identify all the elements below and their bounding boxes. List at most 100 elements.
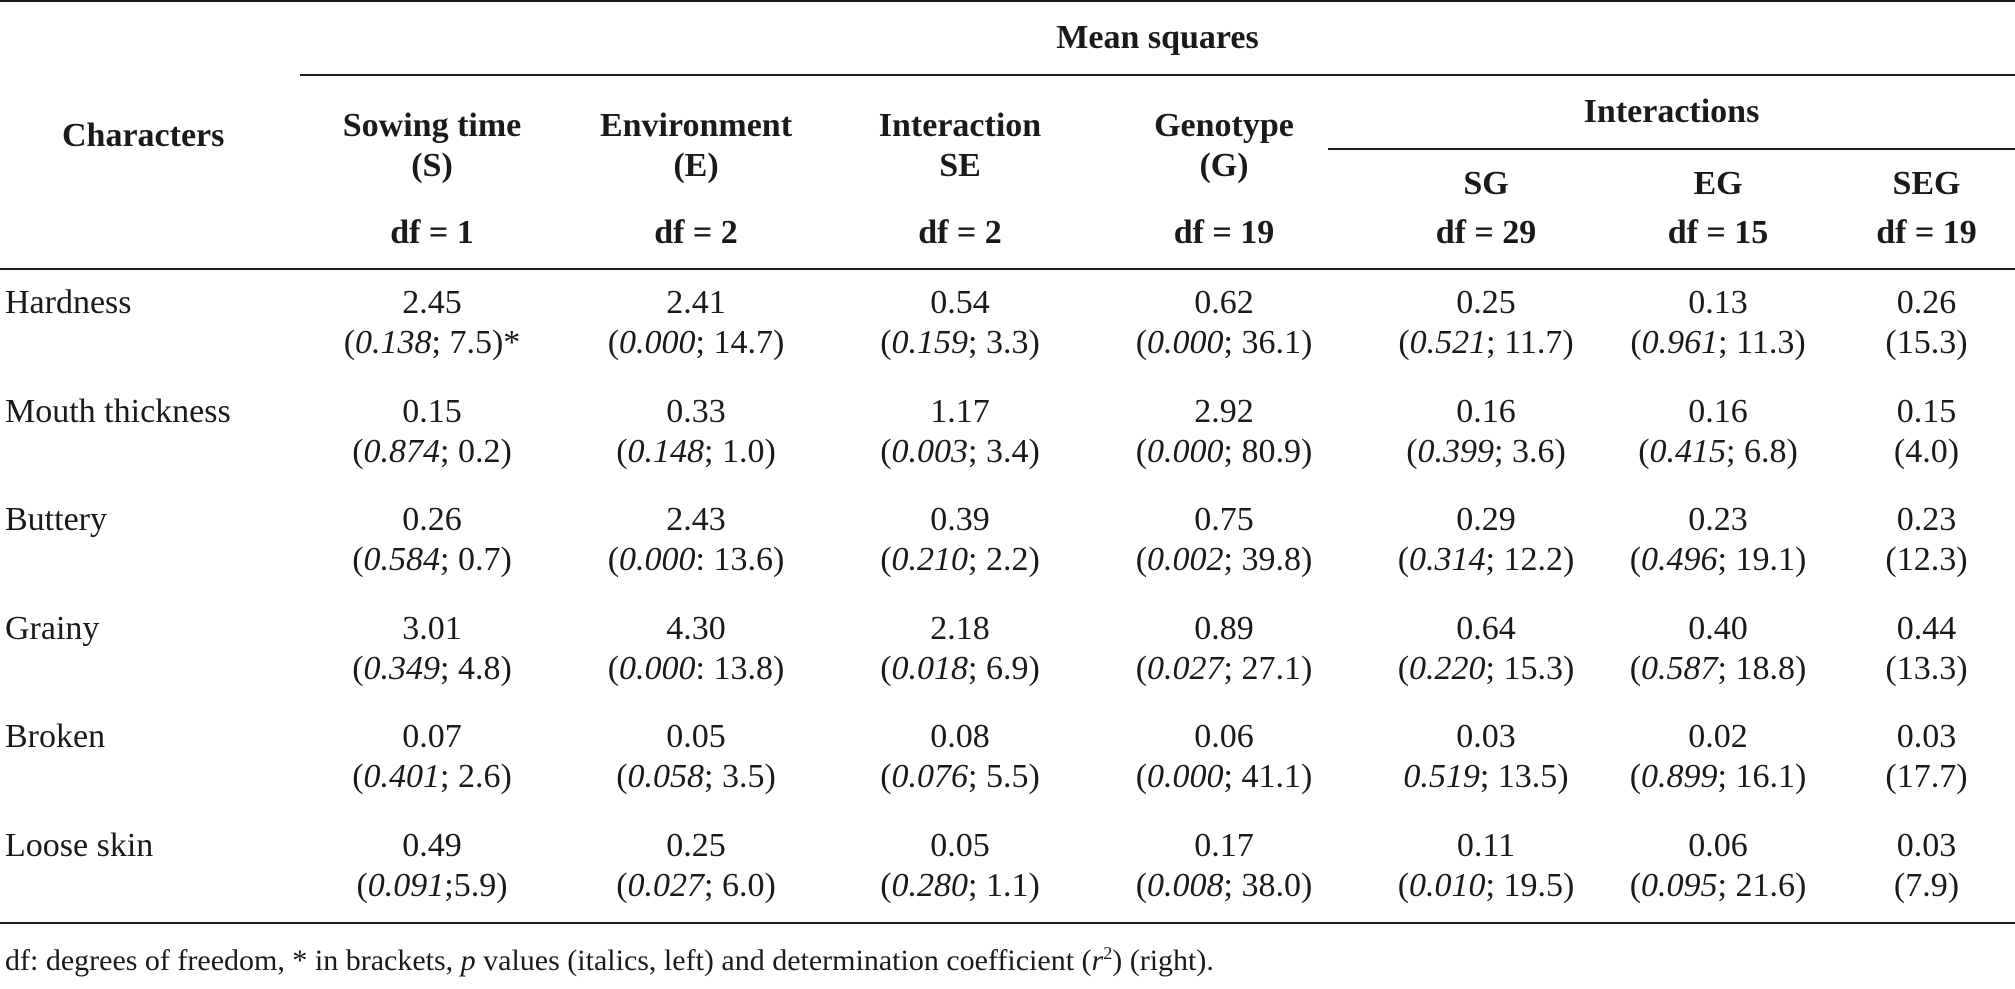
cell-stats: (0.399; 3.6) [1368, 432, 1604, 472]
cell-stats: (0.587; 18.8) [1612, 649, 1824, 689]
cell-r2-value: (12.3) [1885, 541, 1968, 578]
cell-open-bracket: ( [616, 758, 628, 795]
cell-r2-value: ; 11.3) [1718, 324, 1806, 361]
cell-p-value: 0.000 [1147, 324, 1224, 361]
cell-r2-value: ; 3.4) [968, 433, 1040, 470]
cell-mean-square: 0.75 [1194, 501, 1254, 538]
col-header-subtitle: (E) [673, 147, 719, 184]
cell-open-bracket: ( [607, 324, 620, 361]
cell-p-value: 0.000 [1147, 433, 1224, 470]
cell-mean-square: 0.40 [1688, 610, 1748, 647]
cell-p-value: 0.314 [1409, 541, 1486, 578]
cell-mean-square: 0.16 [1456, 393, 1516, 430]
cell-open-bracket: ( [356, 867, 368, 904]
row-label: Grainy [5, 610, 100, 647]
col-header-sg: SG [1463, 165, 1509, 202]
cell-r2-value: (17.7) [1885, 758, 1968, 795]
cell-mean-square: 1.17 [930, 393, 990, 430]
cell-mean-square: 2.43 [666, 501, 726, 538]
cell-mean-square: 3.01 [402, 610, 462, 647]
cell-r2-value: ; 7.5)* [431, 324, 521, 361]
cell-stats: (0.000; 14.7) [564, 323, 828, 363]
cell-p-value: 0.349 [363, 650, 441, 687]
cell-stats: (0.961; 11.3) [1612, 323, 1824, 363]
cell-r2-value: ; 1.0) [704, 433, 776, 470]
cell-open-bracket: ( [1629, 867, 1642, 904]
cell-stats: (0.401; 2.6) [300, 757, 564, 797]
interactions-rule [1328, 148, 2015, 150]
table-footnote: df: degrees of freedom, * in brackets, p… [5, 943, 1214, 979]
cell-mean-square: 0.23 [1688, 501, 1748, 538]
cell-r2-value: ; 2.6) [440, 758, 512, 795]
df-sg: df = 29 [1435, 214, 1537, 251]
cell-r2-value: ; 6.9) [968, 650, 1040, 687]
cell-r2-value: ; 19.1) [1717, 541, 1807, 578]
footnote-p-symbol: p [460, 944, 476, 977]
cell-mean-square: 0.26 [402, 501, 462, 538]
cell-stats: (0.010; 19.5) [1368, 866, 1604, 906]
cell-r2-value: ; 15.3) [1485, 650, 1575, 687]
cell-open-bracket: ( [1630, 324, 1642, 361]
cell-stats: (0.874; 0.2) [300, 432, 564, 472]
cell-stats: (0.027; 6.0) [564, 866, 828, 906]
cell-r2-value: ; 4.8) [440, 650, 512, 687]
cell-open-bracket: ( [1135, 324, 1148, 361]
cell-mean-square: 0.54 [930, 284, 990, 321]
cell-mean-square: 0.26 [1896, 284, 1957, 321]
cell-open-bracket: ( [352, 650, 364, 687]
cell-stats: (15.3) [1838, 323, 2015, 363]
cell-open-bracket: ( [607, 650, 620, 687]
cell-r2-value: ; 6.0) [704, 867, 776, 904]
cell-p-value: 0.000 [619, 541, 696, 578]
cell-stats: (0.415; 6.8) [1612, 432, 1824, 472]
footnote-text: values (italics, left) and determination… [475, 944, 1092, 977]
cell-mean-square: 0.03 [1896, 718, 1957, 755]
df-interaction-se: df = 2 [918, 214, 1002, 251]
cell-open-bracket: ( [616, 867, 628, 904]
cell-mean-square: 0.13 [1688, 284, 1748, 321]
row-label: Buttery [5, 501, 107, 538]
cell-stats: (0.000; 80.9) [1092, 432, 1356, 472]
cell-r2-value: ; 19.5) [1485, 867, 1575, 904]
cell-stats: (0.018; 6.9) [828, 649, 1092, 689]
cell-mean-square: 0.25 [1456, 284, 1516, 321]
cell-r2-value: ; 36.1) [1223, 324, 1313, 361]
cell-open-bracket: ( [1638, 433, 1650, 470]
cell-p-value: 0.519 [1403, 758, 1480, 795]
cell-stats: (0.000; 36.1) [1092, 323, 1356, 363]
cell-stats: (0.008; 38.0) [1092, 866, 1356, 906]
cell-p-value: 0.000 [1147, 758, 1224, 795]
cell-stats: (17.7) [1838, 757, 2015, 797]
cell-mean-square: 2.92 [1194, 393, 1254, 430]
row-label: Loose skin [5, 827, 154, 864]
cell-r2-value: ; 18.8) [1717, 650, 1807, 687]
cell-r2-value: ; 1.1) [968, 867, 1040, 904]
cell-mean-square: 0.08 [930, 718, 990, 755]
col-header-eg: EG [1693, 165, 1743, 202]
mean-squares-header: Mean squares [1056, 19, 1259, 56]
cell-open-bracket: ( [880, 650, 892, 687]
cell-stats: (0.210; 2.2) [828, 540, 1092, 580]
cell-mean-square: 2.41 [666, 284, 726, 321]
cell-r2-value: ; 2.2) [968, 541, 1040, 578]
cell-p-value: 0.148 [627, 433, 705, 470]
cell-p-value: 0.210 [891, 541, 969, 578]
cell-r2-value: ; 12.2) [1485, 541, 1575, 578]
mean-squares-rule [300, 74, 2015, 76]
cell-r2-value: ; 39.8) [1223, 541, 1313, 578]
cell-mean-square: 0.89 [1194, 610, 1254, 647]
cell-mean-square: 0.16 [1688, 393, 1748, 430]
cell-mean-square: 0.05 [930, 827, 990, 864]
cell-mean-square: 0.44 [1896, 610, 1957, 647]
cell-mean-square: 0.05 [666, 718, 726, 755]
cell-open-bracket: ( [1398, 324, 1410, 361]
cell-p-value: 0.002 [1147, 541, 1224, 578]
cell-stats: (0.280; 1.1) [828, 866, 1092, 906]
cell-mean-square: 0.33 [666, 393, 726, 430]
cell-mean-square: 0.07 [402, 718, 462, 755]
cell-stats: (0.584; 0.7) [300, 540, 564, 580]
cell-r2-value: ; 14.7) [695, 324, 785, 361]
cell-r2-value: ; 3.6) [1494, 433, 1566, 470]
cell-open-bracket: ( [1135, 758, 1148, 795]
